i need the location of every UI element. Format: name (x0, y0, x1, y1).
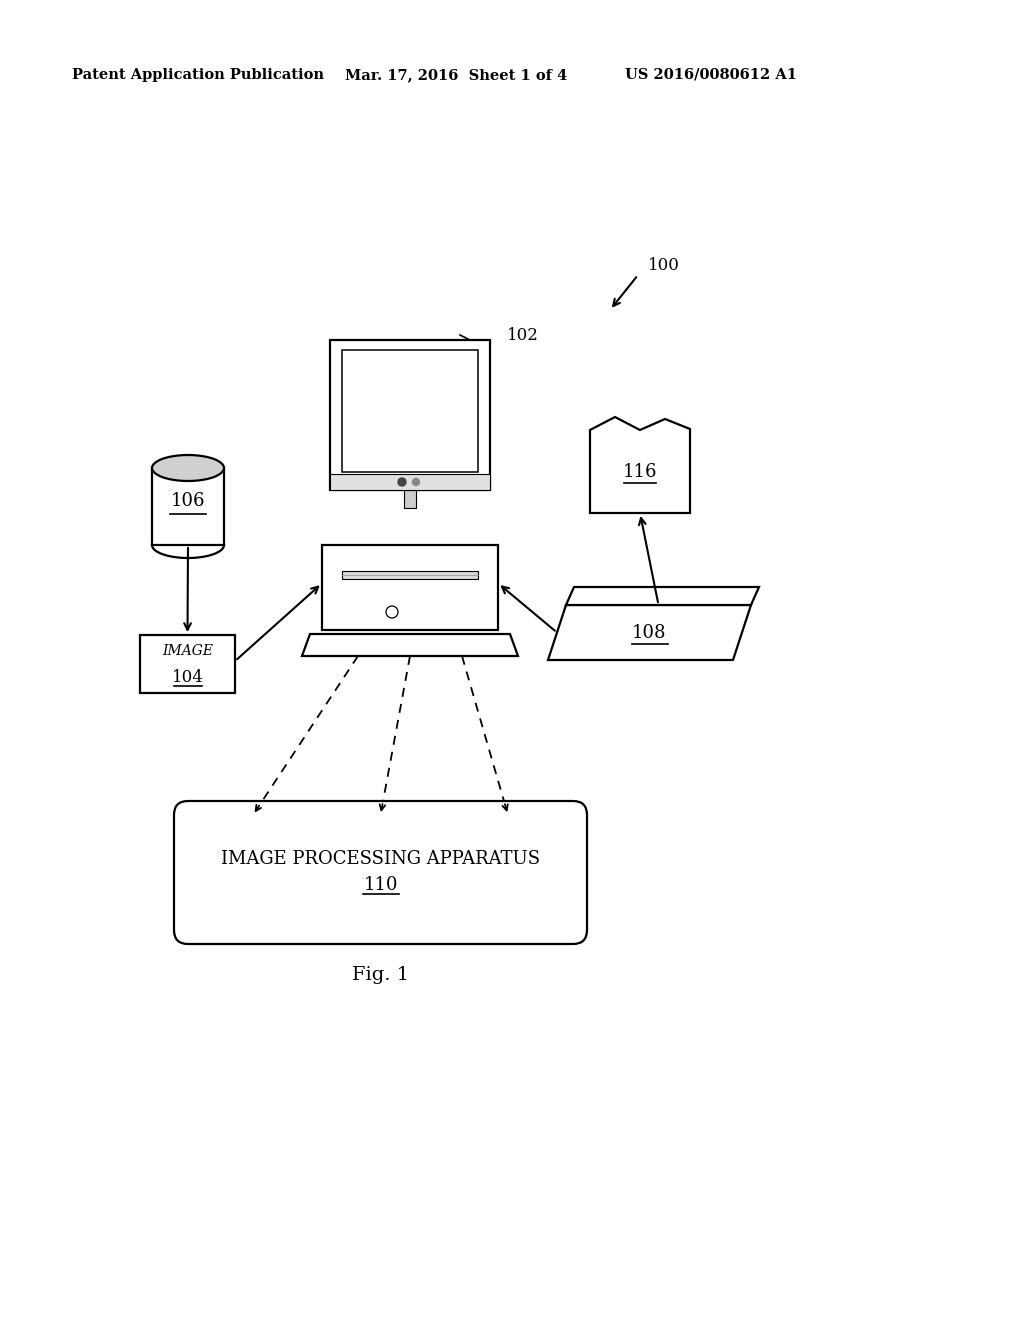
Text: 100: 100 (648, 256, 680, 273)
Text: IMAGE PROCESSING APPARATUS: IMAGE PROCESSING APPARATUS (221, 850, 540, 867)
FancyBboxPatch shape (404, 490, 416, 508)
Text: US 2016/0080612 A1: US 2016/0080612 A1 (625, 69, 797, 82)
Text: 106: 106 (171, 492, 205, 511)
Circle shape (398, 478, 406, 486)
Text: 110: 110 (364, 875, 397, 894)
FancyBboxPatch shape (330, 474, 490, 490)
FancyBboxPatch shape (174, 801, 587, 944)
Polygon shape (302, 634, 518, 656)
Polygon shape (566, 587, 759, 605)
Text: Patent Application Publication: Patent Application Publication (72, 69, 324, 82)
Text: IMAGE: IMAGE (162, 644, 213, 657)
Circle shape (413, 479, 420, 486)
Text: 116: 116 (623, 463, 657, 480)
Text: 104: 104 (172, 669, 204, 686)
Text: 108: 108 (632, 623, 667, 642)
FancyBboxPatch shape (322, 545, 498, 630)
Ellipse shape (152, 455, 224, 480)
Polygon shape (548, 605, 751, 660)
Text: Mar. 17, 2016  Sheet 1 of 4: Mar. 17, 2016 Sheet 1 of 4 (345, 69, 567, 82)
FancyBboxPatch shape (342, 570, 478, 578)
Text: Fig. 1: Fig. 1 (352, 966, 409, 983)
FancyBboxPatch shape (140, 635, 234, 693)
FancyBboxPatch shape (342, 350, 478, 473)
FancyBboxPatch shape (330, 341, 490, 490)
Polygon shape (590, 417, 690, 513)
Text: 102: 102 (507, 326, 539, 343)
